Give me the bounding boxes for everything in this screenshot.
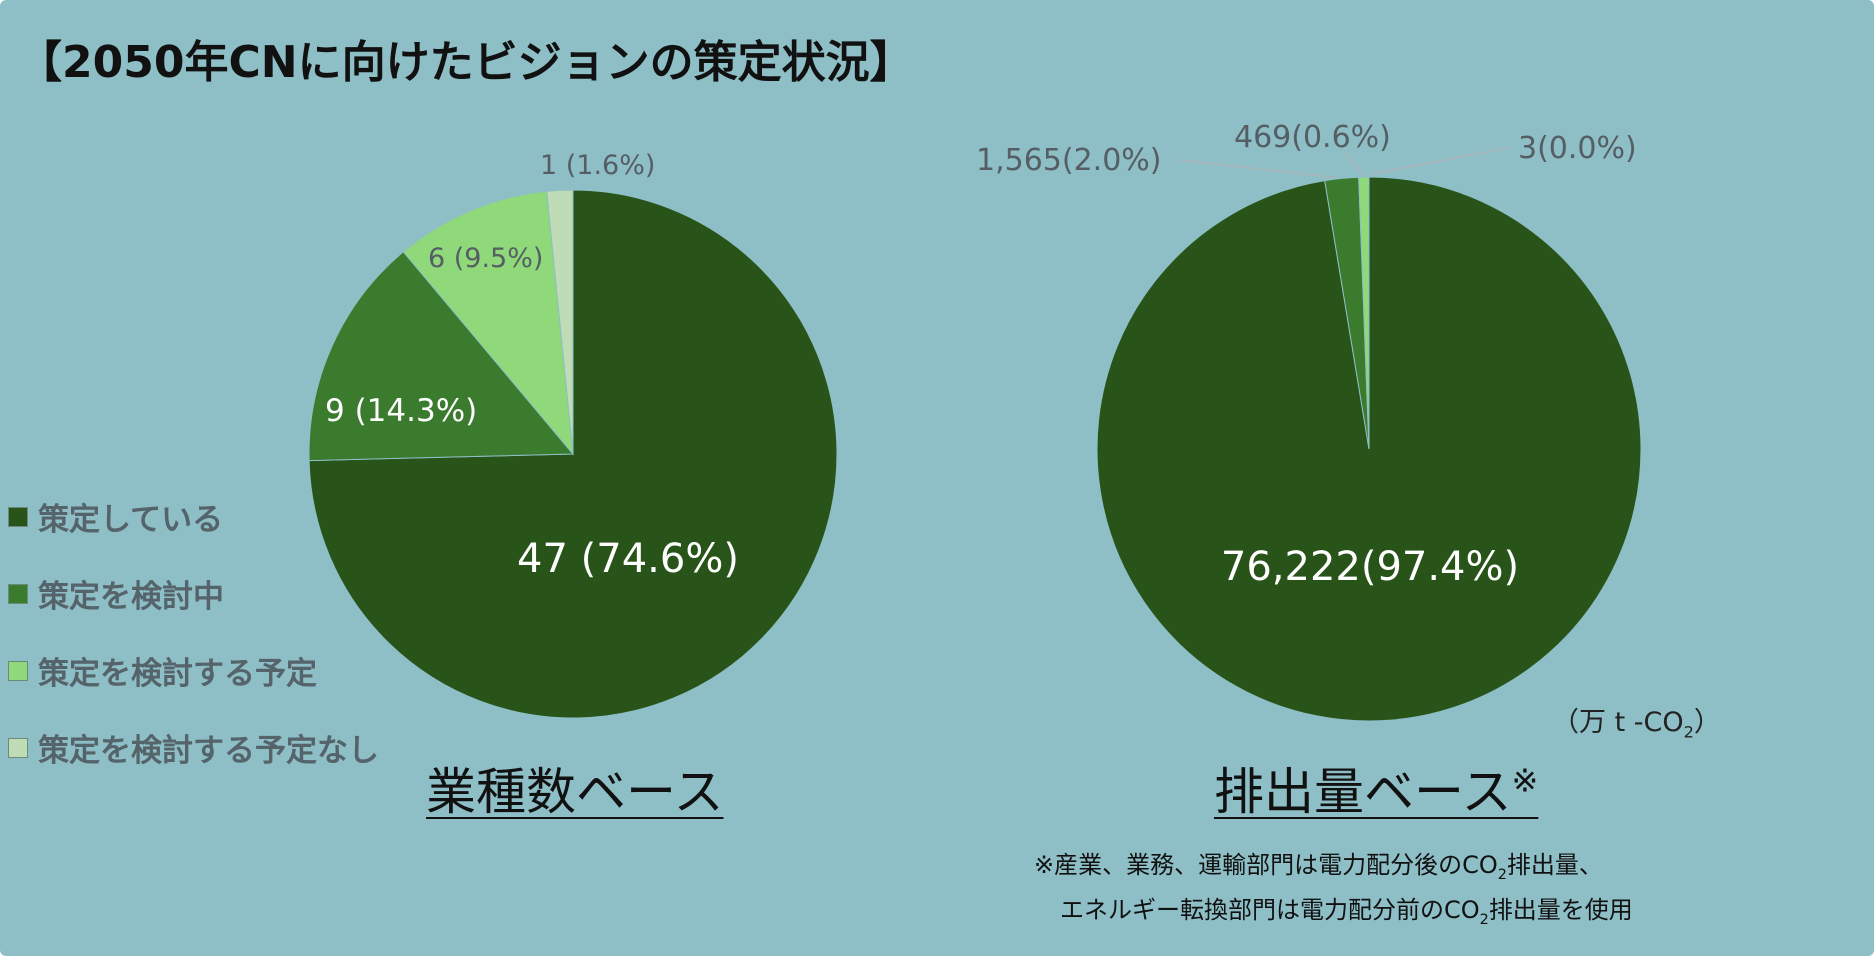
chart-title-industry-count: 業種数ベース <box>426 763 724 821</box>
legend: 策定している 策定を検討中 策定を検討する予定 策定を検討する予定なし <box>8 478 379 786</box>
legend-item: 策定を検討する予定 <box>8 632 379 709</box>
legend-swatch <box>8 583 28 604</box>
pie-slice <box>308 251 575 462</box>
data-label: 469(0.6%) <box>1234 120 1391 155</box>
legend-swatch <box>8 506 28 527</box>
leader-line <box>1370 147 1509 175</box>
legend-label: 策定している <box>38 502 224 538</box>
legend-label: 策定を検討する予定なし <box>38 733 379 769</box>
pie-slice <box>546 189 574 455</box>
footnote-subscript: 2 <box>1497 866 1507 883</box>
footnote-text: ※産業、業務、運輸部門は電力配分後のCO <box>1034 851 1498 879</box>
unit-end: ） <box>1693 707 1721 738</box>
footnote-text: 排出量を使用 <box>1488 895 1633 924</box>
data-label: 1 (1.6%) <box>540 150 655 181</box>
leader-line <box>1179 159 1339 179</box>
data-label: 76,222(97.4%) <box>1221 544 1519 590</box>
chart-title-note-mark: ※ <box>1511 761 1539 800</box>
page-title: 【2050年CNに向けたビジョンの策定状況】 <box>18 37 914 88</box>
footnote-line-1: ※産業、業務、運輸部門は電力配分後のCO2排出量、 <box>1034 848 1633 893</box>
footnote-line-2: エネルギー転換部門は電力配分前のCO2排出量を使用 <box>1034 893 1633 938</box>
data-label: 6 (9.5%) <box>428 243 543 274</box>
data-label: 3(0.0%) <box>1518 131 1637 166</box>
unit-text: （万 t -CO <box>1552 707 1684 738</box>
legend-item: 策定を検討する予定なし <box>8 709 379 786</box>
footnote-text: エネルギー転換部門は電力配分前のCO <box>1060 895 1480 924</box>
footnote-subscript: 2 <box>1479 911 1489 928</box>
legend-label: 策定を検討する予定 <box>38 656 317 692</box>
footnote-text: 排出量、 <box>1506 851 1603 879</box>
unit-subscript: 2 <box>1683 722 1694 742</box>
legend-item: 策定している <box>8 478 379 555</box>
pie-slice <box>402 190 574 456</box>
data-label: 9 (14.3%) <box>325 393 477 429</box>
legend-item: 策定を検討中 <box>8 555 379 632</box>
chart-title-emissions: 排出量ベース※ <box>1214 752 1538 824</box>
data-label: 47 (74.6%) <box>517 536 739 582</box>
data-label: 1,565(2.0%) <box>976 143 1162 178</box>
unit-label: （万 t -CO2） <box>1552 700 1721 741</box>
legend-label: 策定を検討中 <box>38 579 224 615</box>
legend-swatch <box>8 660 28 681</box>
legend-swatch <box>8 737 28 758</box>
footnote: ※産業、業務、運輸部門は電力配分後のCO2排出量、 エネルギー転換部門は電力配分… <box>1034 848 1633 938</box>
leader-line <box>1344 152 1365 177</box>
chart-title-emissions-text: 排出量ベース <box>1214 763 1512 821</box>
